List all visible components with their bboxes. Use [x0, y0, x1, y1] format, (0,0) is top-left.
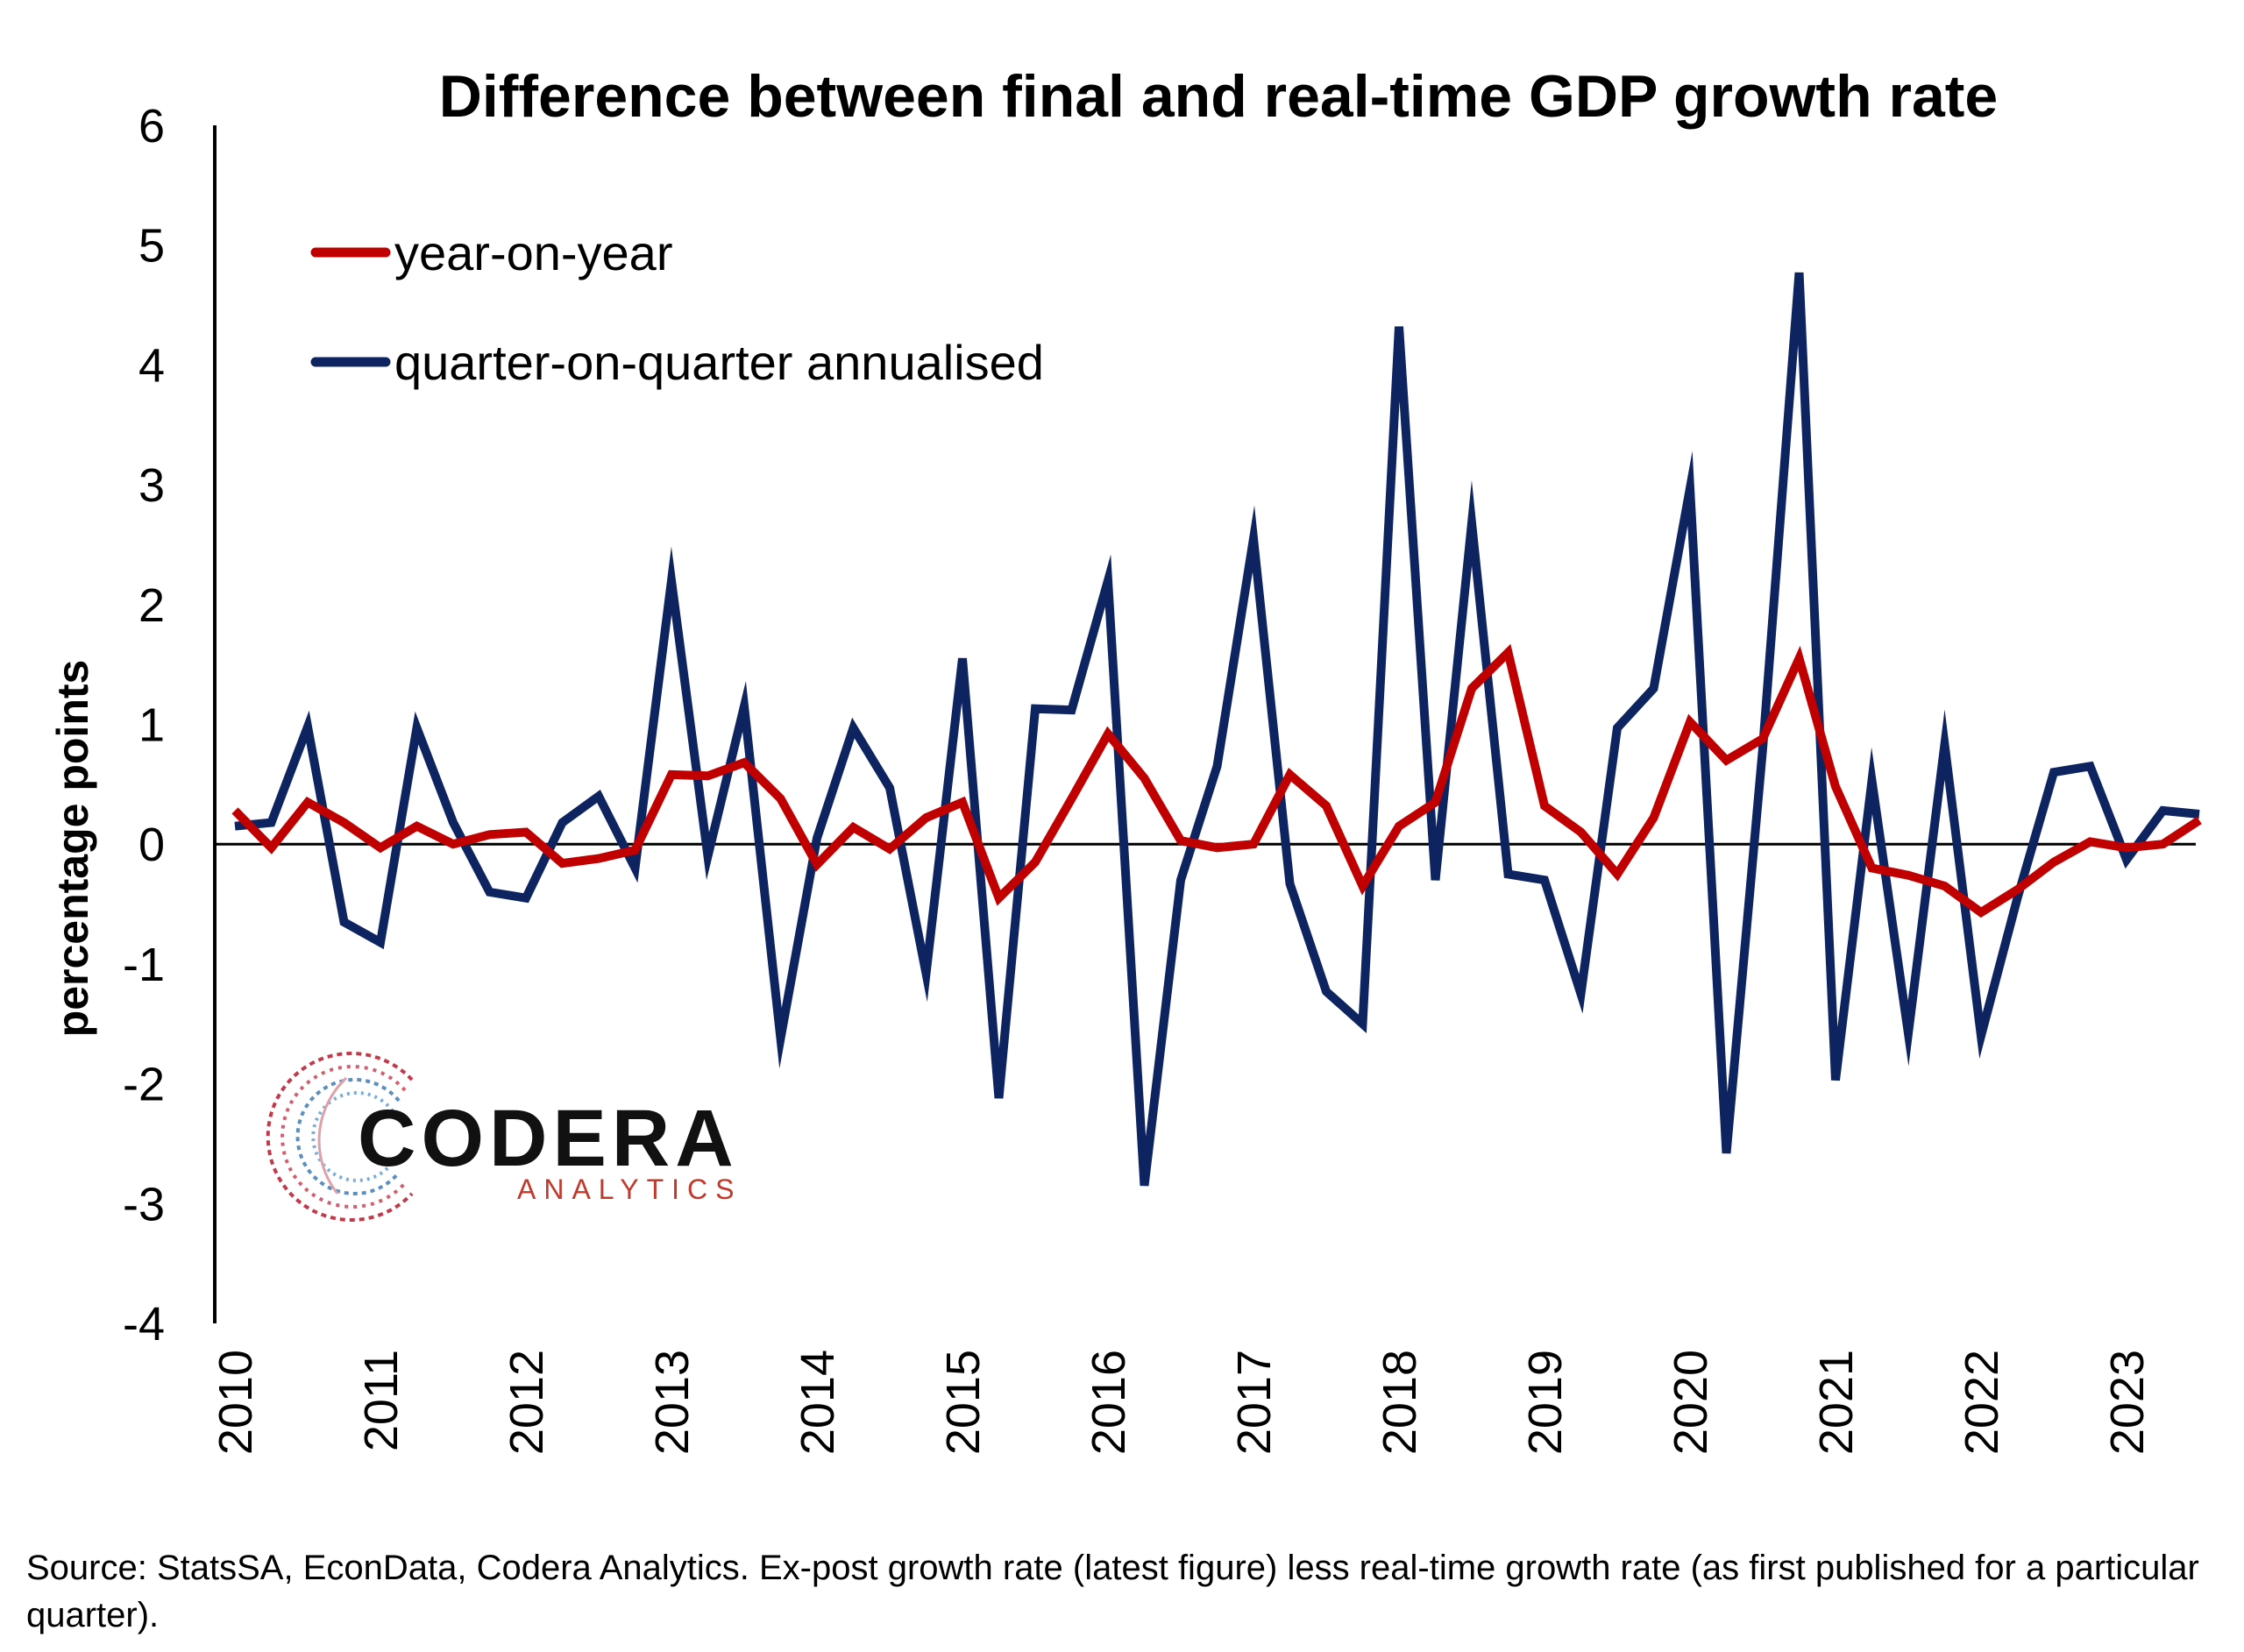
y-tick-label: -2 — [123, 1059, 165, 1111]
x-tick-label: 2012 — [501, 1350, 553, 1455]
chart-title: Difference between final and real-time G… — [439, 63, 1999, 130]
x-tick-label: 2014 — [792, 1350, 844, 1455]
y-tick-label: -4 — [123, 1298, 165, 1351]
legend-label-year-on-year: year-on-year — [394, 225, 672, 280]
codera-logo-mark-icon — [266, 1052, 414, 1222]
series-line-quarter-on-quarter — [234, 272, 2200, 1187]
logo-subtitle: ANALYTICS — [517, 1173, 742, 1205]
x-tick-label: 2015 — [937, 1350, 990, 1455]
legend-label-quarter-on-quarter: quarter-on-quarter annualised — [394, 335, 1044, 390]
y-axis-ticks: 6 5 4 3 2 1 0 -1 -2 -3 -4 — [123, 100, 165, 1351]
y-tick-label: 5 — [138, 220, 165, 273]
x-tick-label: 2011 — [355, 1350, 408, 1451]
codera-logo: CODERA ANALYTICS — [266, 1052, 742, 1222]
y-tick-label: 4 — [138, 339, 165, 392]
y-tick-label: 1 — [138, 699, 165, 752]
source-note: Source: StatsSA, EconData, Codera Analyt… — [26, 1549, 2199, 1634]
logo-wordmark: CODERA — [358, 1094, 739, 1183]
x-tick-label: 2023 — [2101, 1350, 2154, 1455]
y-tick-label: 3 — [138, 459, 165, 512]
x-axis-ticks: 2010 2011 2012 2013 2014 2015 2016 2017 2018 2019… — [209, 1350, 2154, 1455]
x-tick-label: 2020 — [1665, 1350, 1717, 1455]
y-tick-label: -1 — [123, 939, 165, 991]
x-tick-label: 2018 — [1374, 1350, 1426, 1455]
x-tick-label: 2013 — [646, 1350, 699, 1455]
y-tick-label: 0 — [138, 819, 165, 871]
series-lines — [231, 272, 2202, 1187]
y-tick-label: 6 — [138, 100, 165, 152]
x-tick-label: 2016 — [1083, 1350, 1135, 1455]
series-line-year-on-year — [231, 643, 2202, 918]
x-tick-label: 2022 — [1956, 1350, 2008, 1455]
y-tick-label: 2 — [138, 579, 165, 632]
legend: year-on-year quarter-on-quarter annualis… — [310, 225, 1044, 390]
y-tick-label: -3 — [123, 1178, 165, 1230]
x-tick-label: 2021 — [1810, 1350, 1863, 1455]
x-tick-label: 2019 — [1519, 1350, 1572, 1455]
x-tick-label: 2010 — [209, 1350, 262, 1455]
x-tick-label: 2017 — [1228, 1350, 1281, 1455]
y-axis-label: percentage points — [48, 660, 97, 1038]
